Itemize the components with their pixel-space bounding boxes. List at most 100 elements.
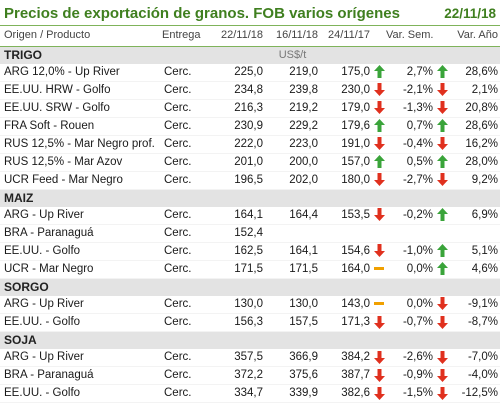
down-arrow-icon [372, 384, 386, 403]
up-arrow-icon [435, 206, 449, 225]
week-change: 2,7% [386, 63, 435, 82]
delivery: Cerc. [158, 242, 208, 261]
table-row: BRA - Paranaguá Cerc. 372,2 375,6 387,7 -0,9%… [0, 366, 500, 386]
price-year-ago: 179,6 [320, 117, 372, 136]
down-arrow-icon [372, 81, 386, 100]
price-year-ago: 384,2 [320, 349, 372, 368]
down-arrow-icon [372, 171, 386, 190]
down-arrow-icon [435, 171, 449, 190]
year-change: 9,2% [449, 171, 500, 190]
price-year-ago: 382,6 [320, 384, 372, 403]
week-change: 0,0% [386, 260, 435, 279]
price-week-ago [265, 224, 320, 243]
up-arrow-icon [372, 117, 386, 136]
table-row: ARG - Up River Cerc. 164,1 164,4 153,5 -0,2% 6… [0, 206, 500, 225]
week-change: -1,3% [386, 99, 435, 118]
price-current: 171,5 [208, 260, 265, 279]
price-current: 156,3 [208, 313, 265, 333]
week-change: 0,7% [386, 117, 435, 136]
delivery: Cerc. [158, 295, 208, 315]
price-week-ago: 366,9 [265, 349, 320, 368]
up-arrow-icon [435, 63, 449, 82]
group-row-maiz: MAIZ [0, 188, 500, 207]
col-delivery: Entrega [158, 26, 208, 47]
down-arrow-icon [435, 384, 449, 403]
week-change: 0,0% [386, 295, 435, 315]
col-week-change: Var. Sem. [386, 26, 435, 47]
product-name: RUS 12,5% - Mar Azov [0, 153, 158, 172]
up-arrow-icon [435, 117, 449, 136]
price-current: 201,0 [208, 153, 265, 172]
table-row: ARG 12,0% - Up River Cerc. 225,0 219,0 175,0… [0, 63, 500, 82]
delivery: Cerc. [158, 63, 208, 82]
product-name: EE.UU. SRW - Golfo [0, 99, 158, 118]
year-change: 28,6% [449, 63, 500, 82]
col-date-3: 24/11/17 [320, 26, 372, 47]
week-change [386, 224, 435, 243]
delivery: Cerc. [158, 81, 208, 100]
year-change: -8,7% [449, 313, 500, 333]
year-change: 5,1% [449, 242, 500, 261]
table-row: RUS 12,5% - Mar Azov Cerc. 201,0 200,0 157,0… [0, 153, 500, 172]
delivery: Cerc. [158, 260, 208, 279]
price-year-ago: 175,0 [320, 63, 372, 82]
down-arrow-icon [435, 295, 449, 315]
prices-table: Origen / Producto Entrega 22/11/18 16/11… [0, 26, 500, 403]
price-current: 162,5 [208, 242, 265, 261]
table-row: EE.UU. SRW - Golfo Cerc. 216,3 219,2 179,0 -1… [0, 99, 500, 118]
group-name: MAIZ [0, 188, 265, 207]
price-year-ago: 153,5 [320, 206, 372, 225]
header-row: Origen / Producto Entrega 22/11/18 16/11… [0, 26, 500, 47]
product-name: EE.UU. - Golfo [0, 384, 158, 403]
table-body: TRIGO US$/t ARG 12,0% - Up River Cerc. 225,0… [0, 45, 500, 403]
col-date-1: 22/11/18 [208, 26, 265, 47]
price-year-ago: 171,3 [320, 313, 372, 333]
price-year-ago: 154,6 [320, 242, 372, 261]
col-year-change: Var. Año [449, 26, 500, 47]
price-week-ago: 164,1 [265, 242, 320, 261]
price-year-ago: 179,0 [320, 99, 372, 118]
price-week-ago: 239,8 [265, 81, 320, 100]
delivery: Cerc. [158, 153, 208, 172]
up-arrow-icon [435, 242, 449, 261]
year-change: -7,0% [449, 349, 500, 368]
price-week-ago: 339,9 [265, 384, 320, 403]
product-name: EE.UU. HRW - Golfo [0, 81, 158, 100]
price-year-ago [320, 224, 372, 243]
year-change [449, 224, 500, 243]
week-change: -1,5% [386, 384, 435, 403]
delivery: Cerc. [158, 384, 208, 403]
price-year-ago: 143,0 [320, 295, 372, 315]
down-arrow-icon [372, 135, 386, 154]
price-current: 225,0 [208, 63, 265, 82]
price-current: 234,8 [208, 81, 265, 100]
group-unit [265, 331, 320, 350]
price-current: 230,9 [208, 117, 265, 136]
table-row: BRA - Paranaguá Cerc. 152,4 [0, 224, 500, 243]
year-change: 28,0% [449, 153, 500, 172]
price-week-ago: 157,5 [265, 313, 320, 333]
price-current: 164,1 [208, 206, 265, 225]
table-row: ARG - Up River Cerc. 357,5 366,9 384,2 -2,6% -… [0, 349, 500, 368]
price-year-ago: 230,0 [320, 81, 372, 100]
delivery: Cerc. [158, 99, 208, 118]
flat-arrow-icon [372, 295, 386, 315]
group-unit: US$/t [265, 45, 320, 64]
delivery: Cerc. [158, 313, 208, 333]
empty-icon [435, 224, 449, 243]
group-name: SORGO [0, 277, 265, 296]
report-title: Precios de exportación de granos. FOB va… [4, 5, 400, 22]
product-name: ARG - Up River [0, 349, 158, 368]
group-row-trigo: TRIGO US$/t [0, 45, 500, 64]
week-change: -2,7% [386, 171, 435, 190]
flat-arrow-icon [372, 260, 386, 279]
down-arrow-icon [435, 135, 449, 154]
delivery: Cerc. [158, 206, 208, 225]
down-arrow-icon [435, 366, 449, 386]
delivery: Cerc. [158, 349, 208, 368]
group-name: SOJA [0, 331, 265, 350]
week-change: -0,4% [386, 135, 435, 154]
down-arrow-icon [435, 349, 449, 368]
week-change: -0,2% [386, 206, 435, 225]
